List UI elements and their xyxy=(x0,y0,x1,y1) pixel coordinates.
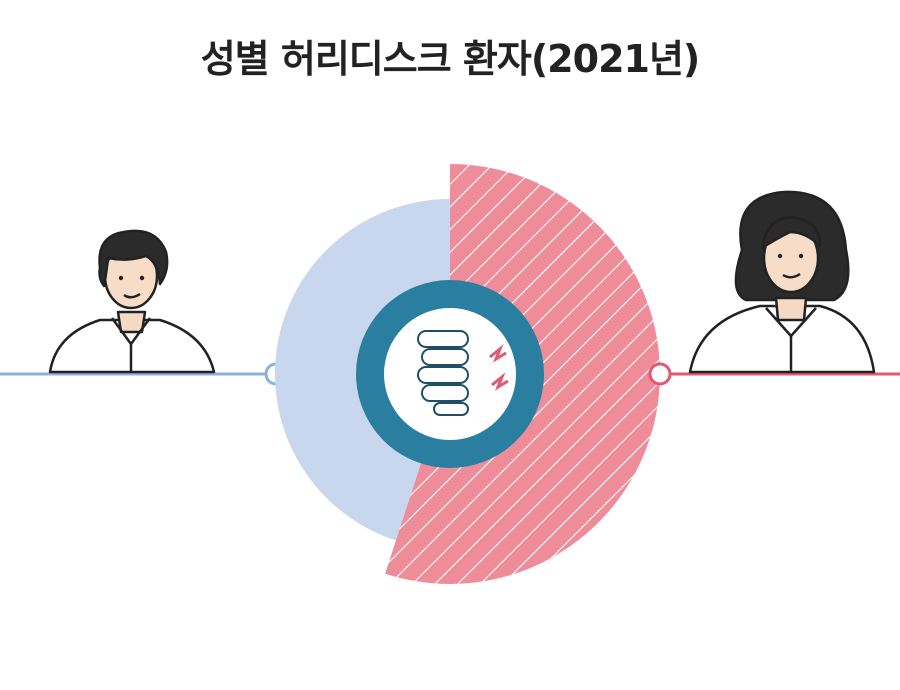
woman-icon xyxy=(688,190,876,374)
man-icon xyxy=(48,229,216,374)
female-marker xyxy=(648,362,672,386)
spine-icon xyxy=(417,330,509,416)
page-title: 성별 허리디스크 환자(2021년) xyxy=(200,37,701,81)
